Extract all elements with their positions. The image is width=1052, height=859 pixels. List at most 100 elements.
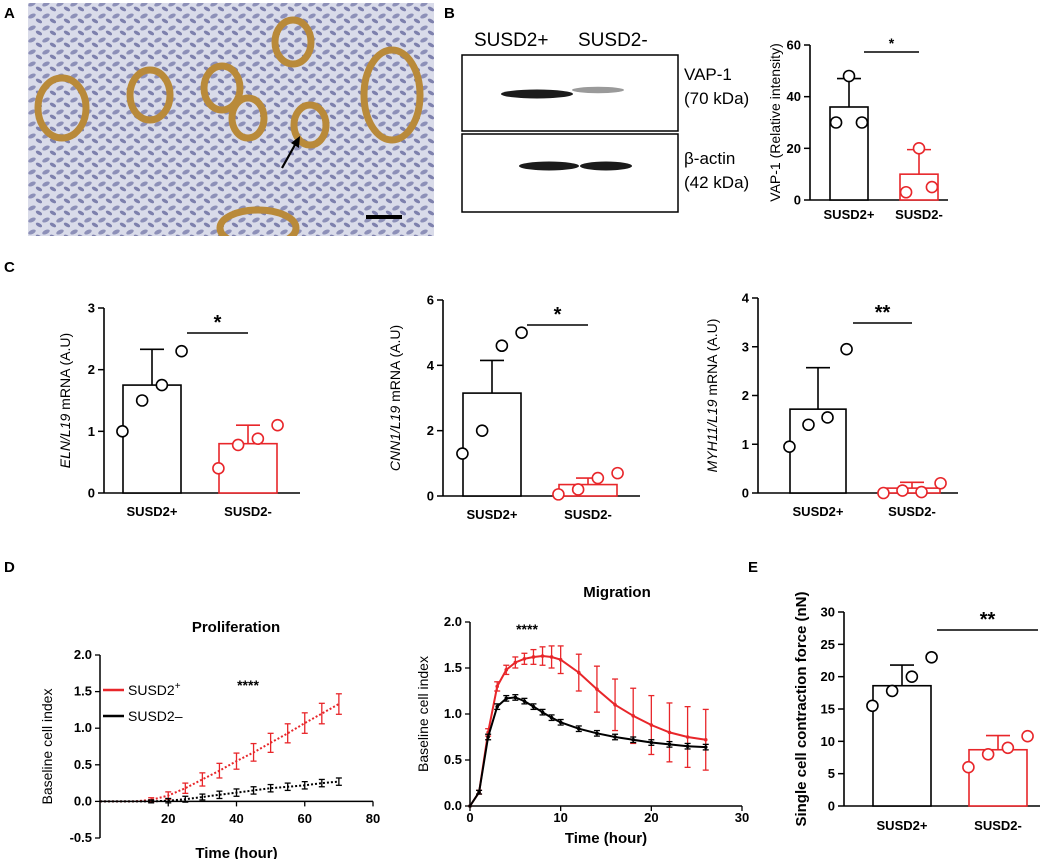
x-tick-label: SUSD2+ — [467, 507, 518, 522]
y-tick-label: 1.0 — [444, 706, 462, 721]
line-chart-d1: -0.5 0.0 0.5 1.0 1.5 2.0 20 40 60 80 Proliferation… — [39, 619, 380, 859]
y-tick-label: 20 — [821, 669, 835, 684]
data-point — [783, 440, 796, 453]
y-tick-label: 15 — [821, 702, 835, 717]
data-point — [155, 378, 169, 392]
data-point — [595, 731, 599, 736]
y-axis-label-rest: mRNA (A.U) — [387, 325, 403, 406]
y-tick-label: 6 — [427, 293, 434, 308]
data-point — [685, 735, 690, 739]
data-point — [962, 760, 975, 774]
data-point — [667, 742, 672, 747]
vessel-stain — [200, 62, 244, 114]
legend-sup: + — [175, 681, 181, 692]
series-line-susd2-pos — [100, 703, 340, 803]
y-tick-label: 0 — [427, 489, 434, 504]
vessel-stain — [126, 66, 174, 124]
bar-susd2-neg — [218, 442, 278, 494]
data-point — [866, 699, 879, 713]
x-tick-label: 20 — [644, 810, 658, 825]
y-axis-label: Single cell contraction force (nN) — [793, 591, 810, 826]
panel-label-c: C — [4, 259, 15, 276]
western-blot: SUSD2+ SUSD2- VAP-1 (70 kDa) β-actin (42… — [461, 30, 749, 213]
data-point — [504, 668, 509, 672]
blot-label-vap1: VAP-1 — [684, 65, 732, 84]
y-tick-label: 1.0 — [74, 720, 92, 735]
vessel-stain — [271, 16, 315, 68]
y-axis-label: Baseline cell index — [415, 656, 431, 772]
data-point — [175, 344, 188, 358]
significance-label: **** — [237, 677, 259, 693]
blot-band — [580, 161, 632, 171]
data-point — [829, 116, 843, 129]
y-tick-label: 2 — [427, 423, 434, 438]
significance-label: **** — [516, 621, 538, 637]
data-point — [558, 720, 563, 725]
series-line-susd2-neg — [100, 780, 339, 803]
significance-label: ** — [980, 609, 996, 631]
data-point — [495, 704, 500, 709]
y-tick-label: 0 — [794, 193, 801, 208]
data-point — [685, 744, 690, 748]
y-tick-label: 60 — [787, 38, 801, 53]
x-tick-label: 20 — [161, 811, 175, 826]
y-tick-label: 40 — [787, 89, 801, 104]
data-point — [703, 745, 708, 749]
x-tick-label: SUSD2- — [895, 207, 943, 222]
data-point — [116, 425, 129, 438]
data-point — [595, 687, 599, 691]
data-point — [885, 684, 899, 698]
data-point — [912, 142, 926, 155]
x-tick-label: SUSD2- — [974, 818, 1022, 833]
x-tick-label: 0 — [466, 810, 473, 825]
y-tick-label: 2.0 — [74, 647, 92, 662]
bar-susd2-neg — [883, 487, 941, 494]
data-point — [571, 483, 585, 496]
panel-label-e: E — [748, 559, 758, 576]
vessel-stain — [228, 94, 268, 142]
bar-susd2-neg — [968, 748, 1028, 807]
data-point — [495, 684, 500, 689]
bar-chart-c3: 0 1 2 3 4 SUSD2+ SUSD2- ** MYH11/L19 mRNA (A.U) — [704, 291, 958, 519]
panel-label-b: B — [444, 5, 455, 22]
data-point — [1001, 741, 1015, 755]
data-point — [522, 657, 527, 661]
significance-label: * — [214, 312, 222, 334]
data-point — [925, 650, 938, 664]
blot-label-actin: β-actin — [684, 149, 735, 168]
data-point — [703, 737, 708, 742]
data-point — [468, 804, 472, 808]
significance-label: * — [889, 35, 895, 51]
y-axis-label-gene: ELN/L19 — [57, 413, 73, 468]
x-tick-label: 10 — [553, 810, 567, 825]
x-tick-label: SUSD2+ — [824, 207, 875, 222]
y-tick-label: 30 — [821, 605, 835, 620]
data-point — [649, 740, 654, 745]
y-tick-label: 3 — [742, 339, 749, 354]
data-point — [896, 484, 909, 497]
data-point — [821, 411, 834, 424]
vessel-stain — [34, 74, 90, 142]
legend-label-pos: SUSD2+ — [128, 681, 181, 698]
data-point — [271, 418, 284, 432]
bar-susd2-neg — [558, 483, 618, 497]
y-axis-label: ELN/L19 mRNA (A.U) — [57, 333, 73, 468]
y-tick-label: 5 — [828, 766, 835, 781]
panel-label-a: A — [4, 5, 15, 22]
x-tick-label: SUSD2+ — [127, 504, 178, 519]
data-point — [531, 655, 536, 659]
data-point — [613, 735, 617, 739]
vessel-stain — [360, 46, 424, 144]
data-point — [925, 180, 939, 194]
data-point — [631, 737, 635, 742]
blot-band — [519, 161, 579, 171]
y-axis-label: VAP-1 (Relative intensity) — [767, 43, 783, 201]
y-axis-label-gene: MYH11/L19 — [704, 399, 720, 472]
bar-chart-b: 0 20 40 60 SUSD2+ SUSD2- * VAP-1 (Relative inte… — [767, 35, 948, 222]
legend-label-neg: SUSD2– — [128, 708, 183, 724]
data-point — [475, 424, 489, 437]
bar-susd2-pos — [872, 684, 932, 807]
data-point — [840, 342, 853, 356]
bar-chart-e: 0 5 10 15 20 25 30 SUSD2+ SUSD2- ** Single cell co… — [793, 591, 1040, 833]
